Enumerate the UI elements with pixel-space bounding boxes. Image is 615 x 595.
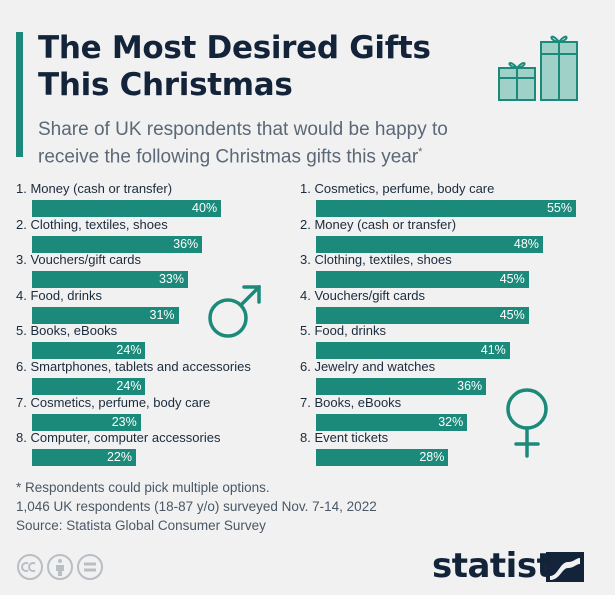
category-label: 2. Money (cash or transfer) <box>300 216 457 232</box>
bar: 22% <box>32 449 136 467</box>
category-label: 3. Clothing, textiles, shoes <box>300 252 452 268</box>
bar: 36% <box>32 235 203 253</box>
bar-row: 5. Food, drinks 41% <box>300 322 580 360</box>
category-label: 3. Vouchers/gift cards <box>16 252 142 268</box>
bar: 36% <box>316 378 487 395</box>
data-label: 36% <box>457 379 483 393</box>
subtitle-line-1: Share of UK respondents that would be ha… <box>38 119 448 140</box>
bar-row: 5. Books, eBooks 24% <box>16 322 296 360</box>
chart-subtitle: Share of UK respondents that would be ha… <box>38 118 508 168</box>
bar: 32% <box>316 413 468 431</box>
bar-row: 7. Books, eBooks 32% <box>300 394 580 431</box>
category-label: 8. Event tickets <box>300 430 389 446</box>
chart-title: The Most Desired Gifts This Christmas <box>38 30 478 104</box>
data-label: 36% <box>173 236 199 251</box>
bar: 31% <box>32 306 179 324</box>
bar: 45% <box>316 306 529 324</box>
category-label: 5. Food, drinks <box>300 323 386 339</box>
bar-row: 4. Food, drinks 31% <box>16 287 296 324</box>
data-label: 45% <box>499 272 525 287</box>
data-label: 22% <box>106 450 132 465</box>
bar-row: 1. Money (cash or transfer) 40% <box>16 180 296 217</box>
category-label: 7. Books, eBooks <box>300 394 402 410</box>
bar-row: 4. Vouchers/gift cards 45% <box>300 287 580 324</box>
footnote-line-1: * Respondents could pick multiple option… <box>16 480 270 495</box>
no-derivatives-icon <box>77 554 103 580</box>
bar-row: 3. Vouchers/gift cards 33% <box>16 251 296 289</box>
bar-row: 6. Smartphones, tablets and accessories 2… <box>16 358 296 395</box>
bar: 24% <box>32 342 146 360</box>
footnote-line-2: 1,046 UK respondents (18-87 y/o) surveye… <box>16 499 377 514</box>
data-label: 33% <box>158 272 184 287</box>
subtitle-line-2: receive the following Christmas gifts th… <box>38 146 419 168</box>
bar-row: 6. Jewelry and watches 36% <box>300 358 580 395</box>
bar-row: 1. Cosmetics, perfume, body care 55% <box>300 180 580 217</box>
bar-row: 7. Cosmetics, perfume, body care 23% <box>16 394 296 431</box>
data-label: 32% <box>438 414 464 429</box>
accent-bar <box>16 32 23 157</box>
bar-row: 2. Money (cash or transfer) 48% <box>300 216 580 253</box>
category-label: 5. Books, eBooks <box>16 323 118 339</box>
bar: 23% <box>32 413 141 431</box>
female-symbol-icon <box>506 388 548 458</box>
bar: 24% <box>32 378 146 395</box>
subtitle-footnote-mark: * <box>418 146 423 158</box>
category-label: 1. Money (cash or transfer) <box>16 181 173 196</box>
bar: 48% <box>316 235 543 253</box>
category-label: 7. Cosmetics, perfume, body care <box>16 394 211 410</box>
data-label: 23% <box>111 414 137 429</box>
title-line-2: This Christmas <box>38 67 293 103</box>
bar-row: 8. Event tickets 28% <box>300 429 580 467</box>
female-gifts-chart: 1. Cosmetics, perfume, body care 55% 2. Mo… <box>300 180 580 470</box>
category-label: 6. Jewelry and watches <box>300 359 436 374</box>
category-label: 4. Vouchers/gift cards <box>300 287 426 303</box>
data-label: 48% <box>513 236 539 251</box>
bar: 41% <box>316 342 510 360</box>
bar-row: 8. Computer, computer accessories 22% <box>16 429 296 467</box>
data-label: 31% <box>149 307 175 322</box>
data-label: 45% <box>499 307 525 322</box>
data-label: 41% <box>480 343 506 358</box>
category-label: 1. Cosmetics, perfume, body care <box>300 181 495 196</box>
bar: 40% <box>32 200 222 217</box>
bar: 33% <box>32 271 188 289</box>
data-label: 24% <box>116 379 142 393</box>
attribution-icon <box>47 554 73 580</box>
footnote: * Respondents could pick multiple option… <box>16 478 377 535</box>
source-line: Source: Statista Global Consumer Survey <box>16 518 266 533</box>
male-gifts-chart: 1. Money (cash or transfer) 40% 2. Clothin… <box>16 180 296 470</box>
cc-icon <box>17 554 43 580</box>
bar: 28% <box>316 449 449 467</box>
title-line-1: The Most Desired Gifts <box>38 30 431 66</box>
category-label: 2. Clothing, textiles, shoes <box>16 216 168 232</box>
category-label: 4. Food, drinks <box>16 287 102 303</box>
male-symbol-icon <box>208 285 261 338</box>
bar: 55% <box>316 200 576 217</box>
bar-row: 3. Clothing, textiles, shoes 45% <box>300 251 580 289</box>
category-label: 6. Smartphones, tablets and accessories <box>16 359 251 374</box>
data-label: 24% <box>116 343 142 358</box>
statista-logo-icon[interactable] <box>546 552 584 582</box>
data-label: 40% <box>192 201 218 215</box>
bar-row: 2. Clothing, textiles, shoes 36% <box>16 216 296 253</box>
gift-boxes-icon <box>498 35 578 101</box>
bar: 45% <box>316 271 529 289</box>
data-label: 55% <box>546 201 572 215</box>
data-label: 28% <box>419 450 445 465</box>
license-icons <box>17 554 103 580</box>
category-label: 8. Computer, computer accessories <box>16 430 221 446</box>
